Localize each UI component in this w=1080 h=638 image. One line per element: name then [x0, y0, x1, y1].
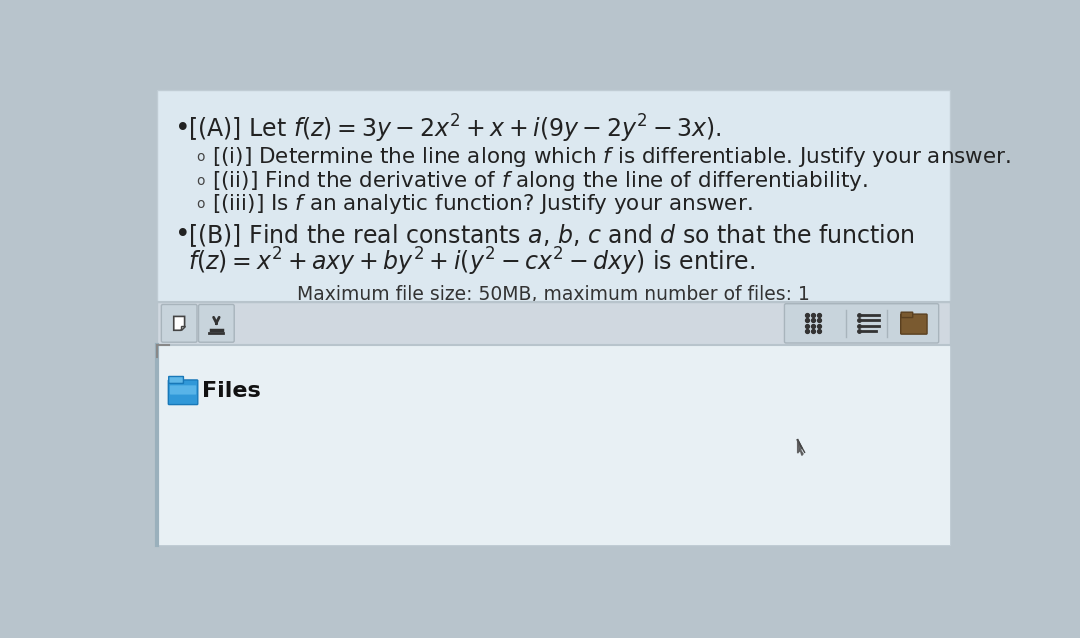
FancyBboxPatch shape [784, 304, 939, 343]
FancyBboxPatch shape [901, 312, 913, 318]
FancyBboxPatch shape [199, 304, 234, 342]
Text: •: • [175, 116, 191, 142]
FancyBboxPatch shape [157, 345, 950, 545]
FancyBboxPatch shape [170, 385, 197, 394]
Text: [(ii)] Find the derivative of $f$ along the line of differentiability.: [(ii)] Find the derivative of $f$ along … [213, 168, 868, 193]
FancyBboxPatch shape [157, 302, 950, 345]
FancyBboxPatch shape [168, 376, 184, 383]
Text: o: o [195, 174, 204, 188]
Text: [(iii)] Is $f$ an analytic function? Justify your answer.: [(iii)] Is $f$ an analytic function? Jus… [213, 193, 753, 216]
Text: [(B)] Find the real constants $a$, $b$, $c$ and $d$ so that the function: [(B)] Find the real constants $a$, $b$, … [188, 222, 915, 249]
Polygon shape [798, 440, 804, 456]
Text: o: o [195, 150, 204, 163]
Text: o: o [195, 197, 204, 211]
FancyBboxPatch shape [901, 314, 927, 334]
Polygon shape [174, 316, 185, 330]
Text: Maximum file size: 50MB, maximum number of files: 1: Maximum file size: 50MB, maximum number … [297, 285, 810, 304]
FancyBboxPatch shape [157, 91, 950, 545]
FancyBboxPatch shape [168, 380, 198, 404]
Text: $f(z) = x^2 + axy + by^2 + i(y^2 - cx^2 - dxy)$ is entire.: $f(z) = x^2 + axy + by^2 + i(y^2 - cx^2 … [188, 246, 755, 278]
Text: [(A)] Let $f(z) = 3y - 2x^2 + x + i(9y - 2y^2 - 3x)$.: [(A)] Let $f(z) = 3y - 2x^2 + x + i(9y -… [188, 113, 721, 145]
Text: Files: Files [202, 381, 261, 401]
Text: [(i)] Determine the line along which $f$ is differentiable. Justify your answer.: [(i)] Determine the line along which $f$… [213, 145, 1012, 168]
FancyBboxPatch shape [161, 304, 197, 342]
Polygon shape [180, 327, 185, 330]
Text: •: • [175, 222, 191, 248]
